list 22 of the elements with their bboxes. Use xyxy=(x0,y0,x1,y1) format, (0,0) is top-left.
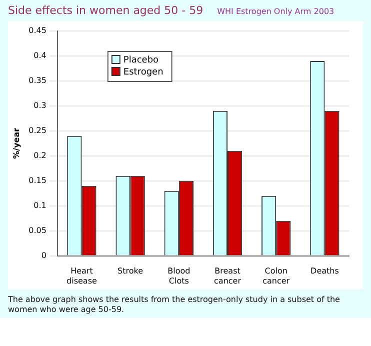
y-tick-label: 0.3 xyxy=(34,101,46,110)
chart-subtitle: WHI Estrogen Only Arm 2003 xyxy=(217,7,334,16)
y-tick-label: 0.15 xyxy=(28,176,46,185)
text: The above graph shows the results from the estrogen-only study in a subset of the women who were age 50-59. xyxy=(8,295,341,314)
y-tick-label: 0 xyxy=(41,250,46,260)
y-tick-label: 0.05 xyxy=(28,226,46,235)
y-axis-title: %/year xyxy=(12,128,21,159)
legend-label: Placebo xyxy=(123,55,160,66)
x-tick-label: Blood Clots xyxy=(168,266,190,286)
y-tick-label: 0.45 xyxy=(28,26,46,36)
y-tick-label: 0.4 xyxy=(34,51,46,60)
chart-title: Side effects in women aged 50 - 59 xyxy=(8,4,204,17)
x-tick-label: Colon cancer xyxy=(262,266,290,286)
y-tick-label: 0.1 xyxy=(34,200,46,210)
legend-label: Estrogen xyxy=(123,67,164,78)
x-tick-label: Stroke xyxy=(118,266,144,276)
x-tick-label: Breast cancer xyxy=(214,266,242,286)
y-tick-label: 0.2 xyxy=(34,150,46,160)
x-tick-label: Heart disease xyxy=(66,266,97,286)
y-tick-label: 0.25 xyxy=(28,126,46,135)
y-tick-label: 0.35 xyxy=(28,76,46,86)
x-tick-label: Deaths xyxy=(310,266,339,276)
